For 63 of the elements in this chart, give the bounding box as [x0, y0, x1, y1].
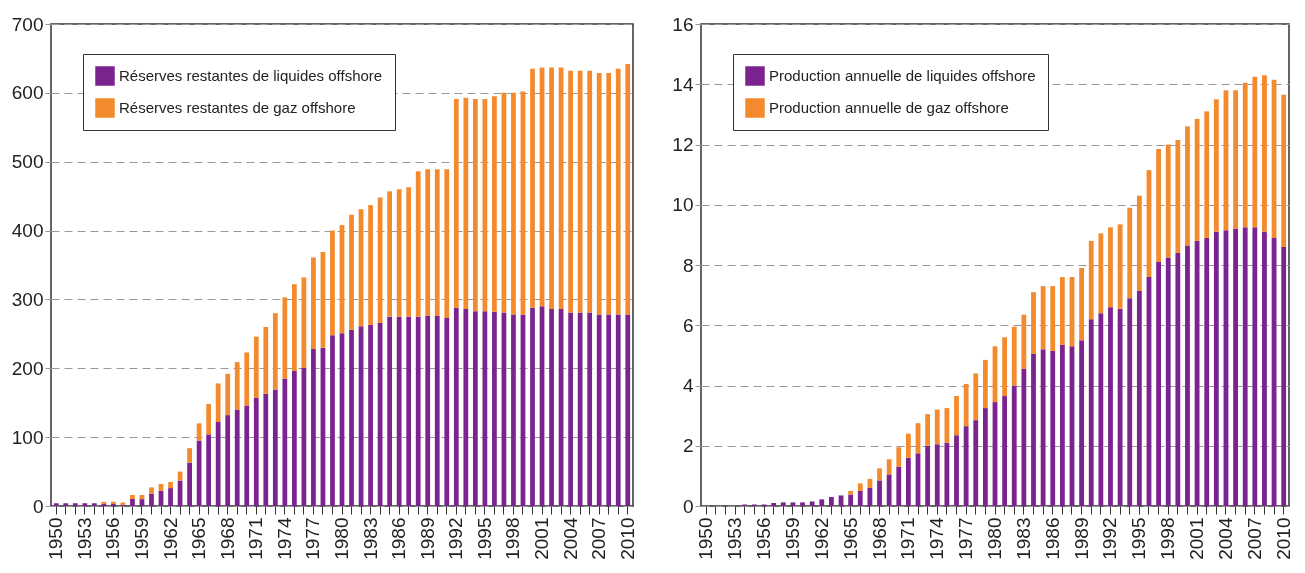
x-tick-label: 1953	[724, 517, 746, 560]
y-tick-label: 400	[11, 220, 44, 242]
x-tick-label: 2001	[531, 517, 553, 560]
legend-label: Production annuelle de liquides offshore	[769, 67, 1036, 84]
x-tick-label: 1971	[245, 517, 267, 560]
y-tick-label: 700	[11, 13, 44, 35]
y-tick-label: 8	[682, 254, 694, 276]
x-tick-label: 1986	[1041, 517, 1063, 560]
x-tick-label: 2007	[588, 517, 610, 560]
y-tick-label: 0	[682, 495, 694, 517]
y-tick-label: 0	[32, 495, 44, 517]
y-tick-label: 14	[672, 73, 694, 95]
y-tick-label: 4	[682, 375, 694, 396]
x-tick-label: 1962	[159, 517, 181, 560]
x-tick-label: 1980	[331, 517, 352, 560]
x-tick-label: 1953	[73, 517, 95, 560]
x-tick-label: 1956	[102, 517, 124, 560]
x-tick-label: 2010	[616, 517, 638, 560]
x-tick-label: 1959	[130, 517, 152, 560]
y-tick-label: 200	[11, 357, 44, 379]
x-tick-label: 1950	[695, 517, 717, 560]
y-tick-label: 12	[672, 134, 694, 155]
y-tick-label: 500	[11, 151, 44, 173]
legend-label: Réserves restantes de liquides offshore	[119, 67, 383, 84]
x-tick-label: 1962	[810, 517, 832, 560]
y-tick-label: 6	[682, 314, 694, 336]
x-tick-label: 1977	[302, 517, 324, 560]
x-tick-label: 2001	[1186, 517, 1208, 560]
y-tick-label: 300	[11, 288, 44, 310]
x-tick-label: 1995	[473, 517, 495, 560]
x-tick-label: 1965	[188, 517, 210, 560]
x-tick-label: 1992	[1099, 517, 1121, 560]
x-tick-label: 1983	[1012, 517, 1034, 560]
x-tick-label: 1998	[502, 517, 524, 560]
y-tick-label: 100	[11, 426, 44, 448]
x-tick-label: 1968	[216, 517, 238, 560]
x-tick-label: 1956	[753, 517, 775, 560]
legend-label: Production annuelle de gaz offshore	[769, 99, 1009, 116]
x-tick-label: 2007	[1243, 517, 1265, 560]
x-tick-label: 1974	[926, 517, 948, 560]
x-tick-label: 1959	[781, 517, 803, 560]
x-tick-label: 1983	[359, 517, 381, 560]
x-tick-label: 1950	[45, 517, 67, 560]
x-tick-label: 1974	[273, 517, 295, 560]
x-tick-label: 1989	[1070, 517, 1092, 560]
x-tick-label: 1998	[1157, 517, 1179, 560]
x-tick-label: 1995	[1128, 517, 1150, 560]
y-tick-label: 600	[11, 82, 44, 104]
x-tick-label: 1971	[897, 517, 919, 560]
y-tick-label: 2	[682, 435, 694, 457]
x-tick-label: 1968	[868, 517, 890, 560]
x-tick-label: 1986	[388, 517, 410, 560]
x-tick-label: 2004	[559, 517, 581, 560]
x-tick-label: 1980	[984, 517, 1005, 560]
x-tick-label: 1977	[955, 517, 977, 560]
x-tick-label: 2004	[1214, 517, 1236, 560]
legend-label: Réserves restantes de gaz offshore	[119, 99, 356, 116]
x-tick-label: 1992	[445, 517, 467, 560]
y-tick-label: 10	[672, 194, 694, 216]
y-tick-label: 16	[672, 13, 694, 35]
x-tick-label: 1965	[839, 517, 861, 560]
x-tick-label: 1989	[416, 517, 438, 560]
x-tick-label: 2010	[1272, 517, 1294, 560]
